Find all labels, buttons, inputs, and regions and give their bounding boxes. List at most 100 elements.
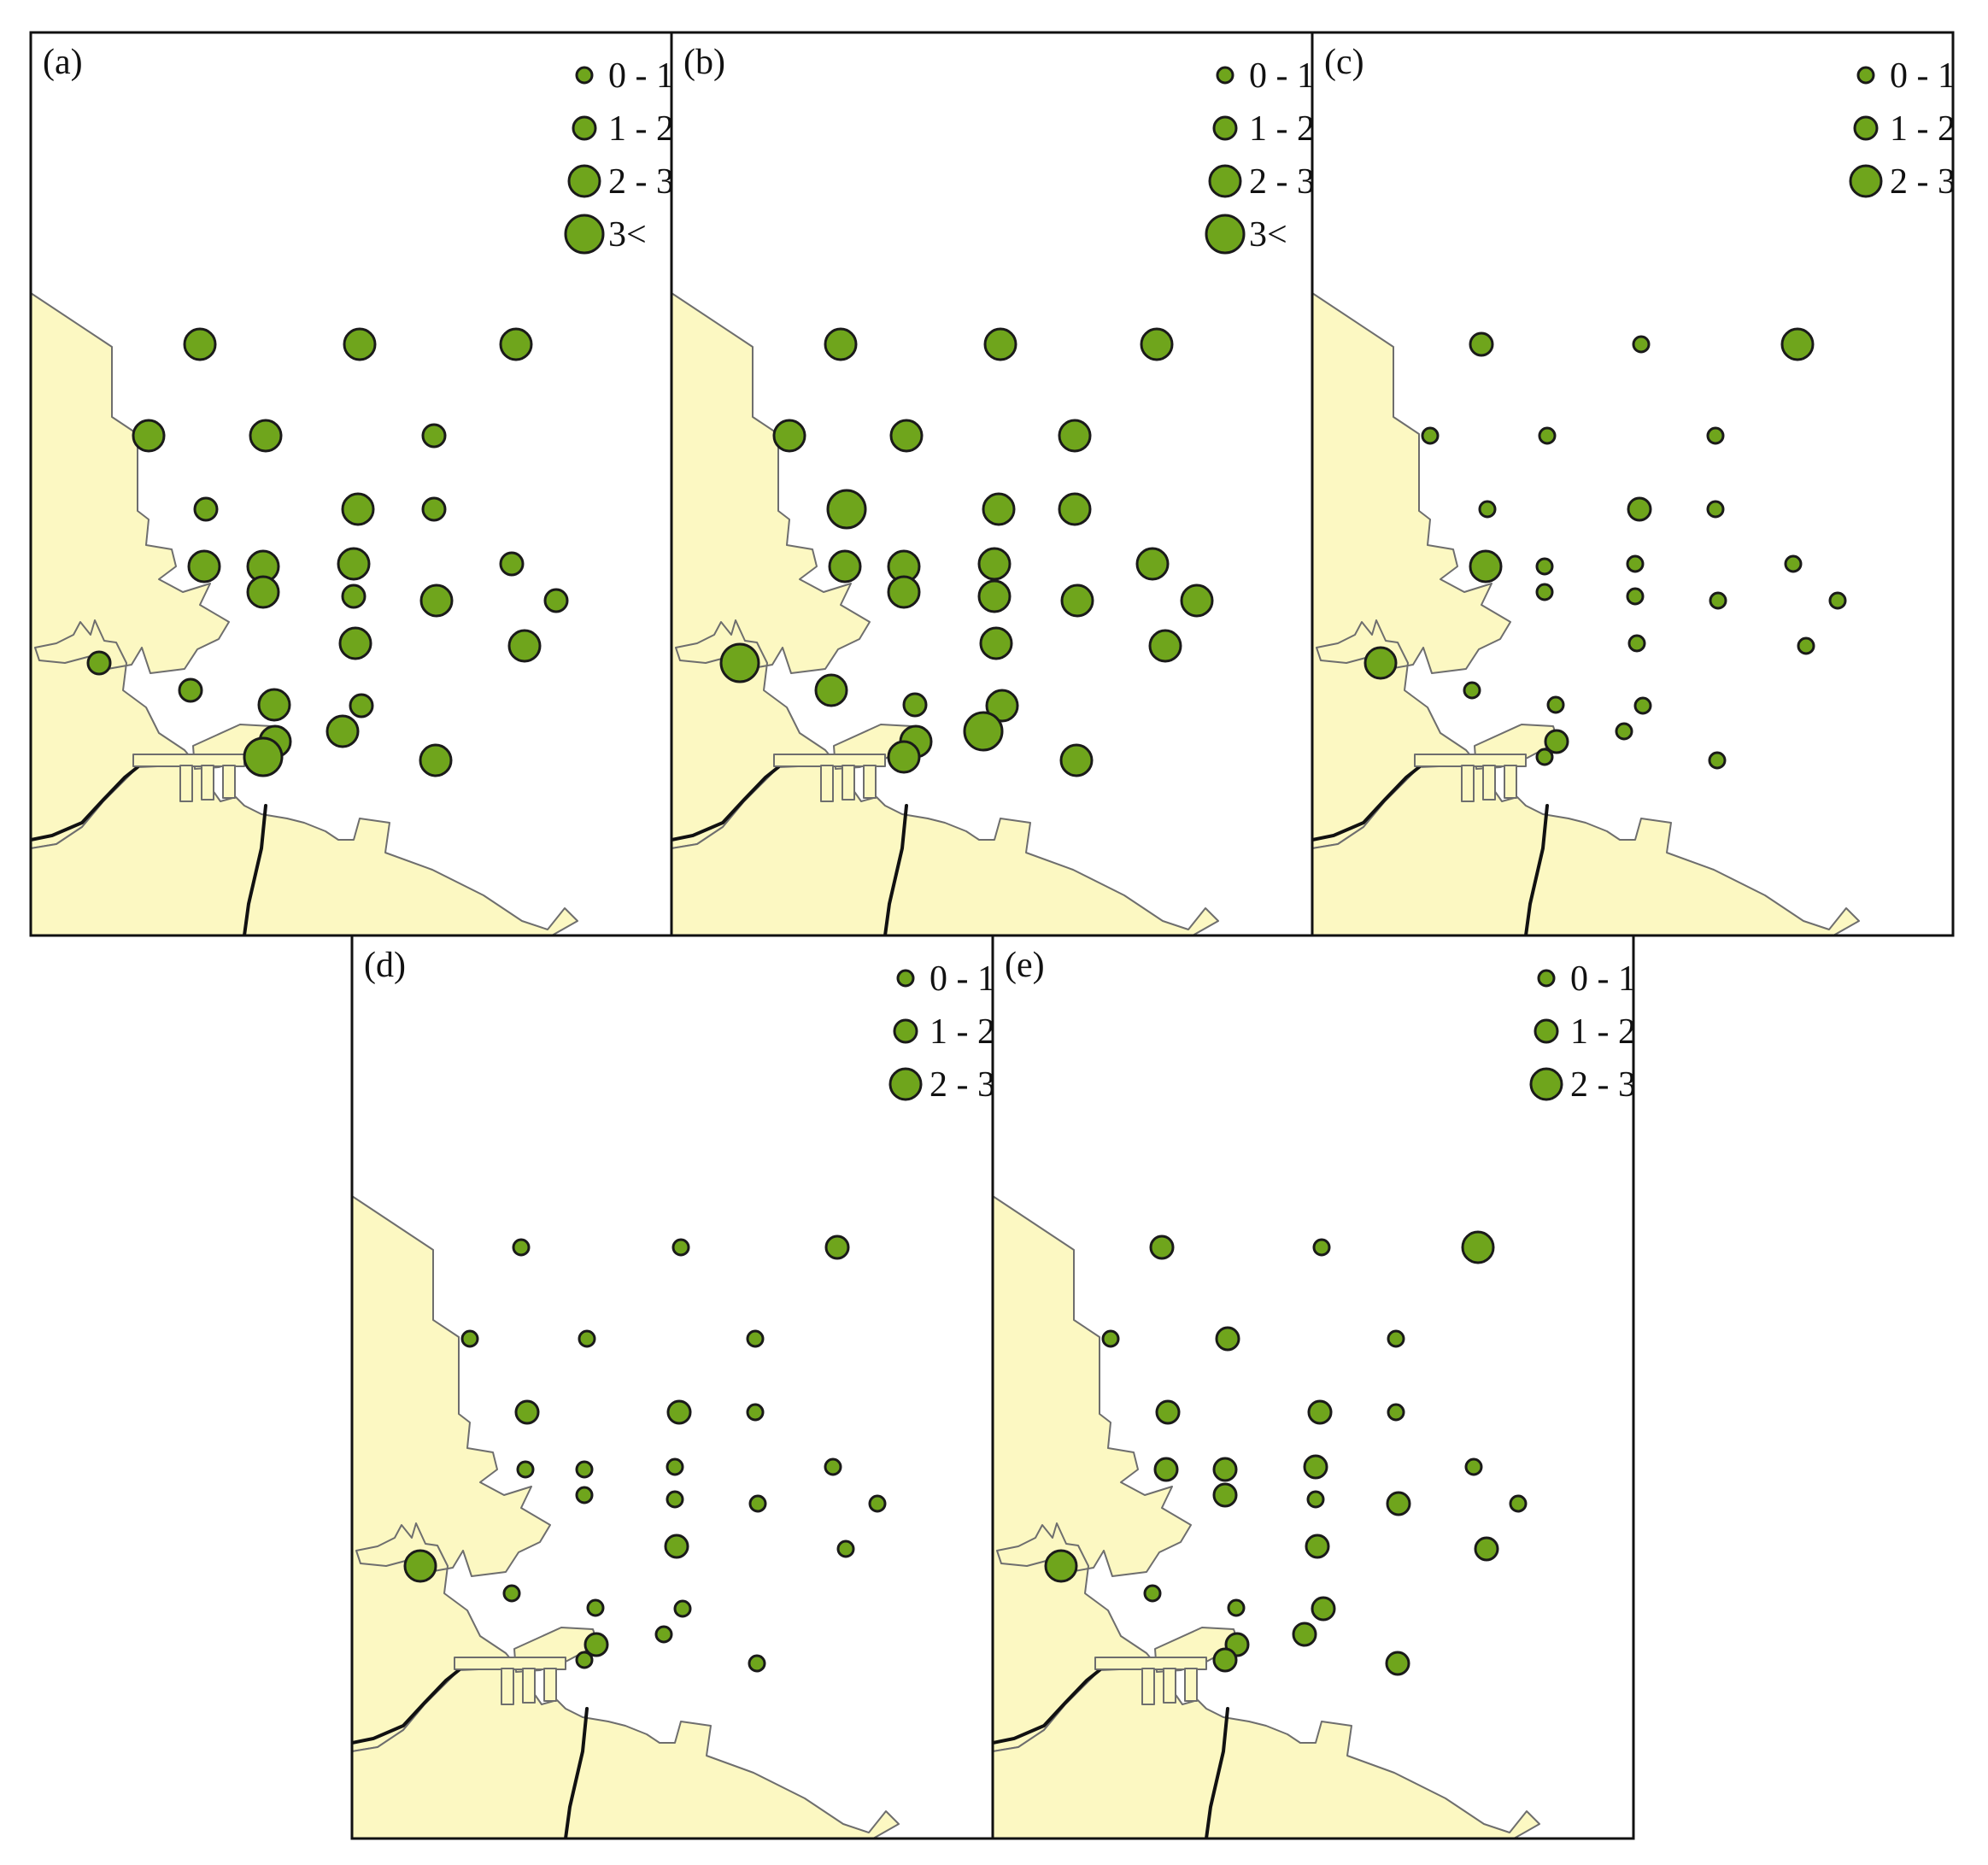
station-marker xyxy=(1464,1457,1483,1476)
station-marker xyxy=(499,551,525,577)
station-marker xyxy=(502,1584,521,1603)
pier xyxy=(1482,765,1496,801)
station-marker xyxy=(977,579,1012,613)
pier xyxy=(1461,765,1475,802)
station-marker xyxy=(889,419,924,453)
legend-symbol xyxy=(1208,164,1242,198)
station-marker xyxy=(1305,1534,1330,1559)
legend-label: 2 - 3 xyxy=(608,162,674,202)
station-marker xyxy=(1212,1647,1238,1673)
station-marker xyxy=(1535,583,1554,601)
legend-label: 1 - 2 xyxy=(1249,109,1315,149)
pier xyxy=(201,765,214,801)
station-marker xyxy=(977,547,1012,581)
station-marker xyxy=(514,1399,540,1425)
station-marker xyxy=(1538,426,1557,445)
pier xyxy=(454,1657,566,1670)
panel-a: (a) 0 - 1 1 - 2 2 - 3 3< xyxy=(29,31,674,937)
station-marker xyxy=(1215,1326,1240,1352)
station-marker xyxy=(419,584,454,618)
station-marker xyxy=(1632,335,1651,354)
station-marker xyxy=(575,1460,594,1479)
station-markers xyxy=(1044,1230,1528,1676)
legend-symbol xyxy=(1216,66,1234,85)
legend: 0 - 1 1 - 2 2 - 3 xyxy=(1849,56,1956,202)
station-marker xyxy=(814,673,848,707)
station-marker xyxy=(1387,1329,1405,1348)
station-marker xyxy=(748,1494,767,1513)
station-marker xyxy=(1058,419,1092,453)
district-boundary xyxy=(352,1669,460,1745)
district-boundary xyxy=(31,765,139,842)
map-a xyxy=(31,292,578,935)
station-marker xyxy=(1311,1596,1336,1622)
legend-symbol xyxy=(1853,115,1879,141)
station-marker xyxy=(1307,1399,1333,1425)
station-marker xyxy=(1474,1536,1499,1562)
legend-symbol xyxy=(1212,115,1238,141)
station-marker xyxy=(1535,557,1554,576)
station-marker xyxy=(1627,634,1646,653)
station-marker xyxy=(673,1599,692,1618)
station-marker xyxy=(868,1494,887,1513)
map-d xyxy=(352,1195,900,1839)
station-marker xyxy=(1101,1329,1120,1348)
legend-symbol xyxy=(1534,1018,1559,1044)
station-marker xyxy=(746,1329,765,1348)
station-marker xyxy=(664,1534,689,1559)
pier xyxy=(501,1668,514,1705)
station-marker xyxy=(1212,1482,1238,1508)
station-marker xyxy=(575,1651,594,1669)
pier xyxy=(179,765,193,802)
station-marker xyxy=(982,492,1016,526)
station-marker xyxy=(1509,1494,1528,1513)
panel-frame xyxy=(991,934,1635,1840)
district-boundary xyxy=(1312,765,1421,842)
station-marker xyxy=(460,1329,479,1348)
station-marker xyxy=(583,1632,609,1657)
station-marker xyxy=(671,1238,690,1257)
station-marker xyxy=(746,1403,765,1422)
station-marker xyxy=(824,1235,850,1260)
pier xyxy=(222,765,236,799)
legend-symbol xyxy=(572,115,597,141)
legend-symbol xyxy=(575,66,594,85)
station-marker xyxy=(1421,426,1440,445)
station-marker xyxy=(1780,327,1815,361)
legend: 0 - 1 1 - 2 2 - 3 3< xyxy=(564,56,674,255)
legend-symbol xyxy=(1205,214,1246,255)
station-marker xyxy=(419,743,453,777)
station-marker xyxy=(1059,743,1094,777)
station-marker xyxy=(824,1457,842,1476)
station-marker xyxy=(1153,1457,1179,1482)
legend-label: 0 - 1 xyxy=(1570,959,1636,999)
panel-b: (b) 0 - 1 1 - 2 2 - 3 3< xyxy=(670,31,1315,937)
station-marker xyxy=(187,549,221,584)
station-marker xyxy=(1148,629,1182,663)
station-marker xyxy=(666,1457,684,1476)
district-boundary xyxy=(564,1707,589,1839)
station-marker xyxy=(1363,646,1398,680)
legend-symbol xyxy=(567,164,601,198)
station-marker xyxy=(1469,549,1503,584)
legend-symbol xyxy=(1849,164,1883,198)
district-boundary xyxy=(1205,1707,1229,1839)
district-boundary xyxy=(993,1669,1101,1745)
pier xyxy=(842,765,855,801)
panel-label: (b) xyxy=(683,43,725,82)
station-marker xyxy=(836,1540,855,1558)
legend-symbol xyxy=(893,1018,918,1044)
station-marker xyxy=(1544,729,1569,754)
legend-label: 2 - 3 xyxy=(1249,162,1315,202)
station-marker xyxy=(1626,554,1645,573)
station-marker xyxy=(1155,1399,1181,1425)
station-marker xyxy=(902,692,928,718)
station-marker xyxy=(1784,554,1803,573)
station-marker xyxy=(499,327,533,361)
station-marker xyxy=(1386,1491,1411,1516)
station-marker xyxy=(249,419,283,453)
legend-label: 1 - 2 xyxy=(608,109,674,149)
pier xyxy=(820,765,834,802)
legend-label: 2 - 3 xyxy=(929,1065,995,1105)
